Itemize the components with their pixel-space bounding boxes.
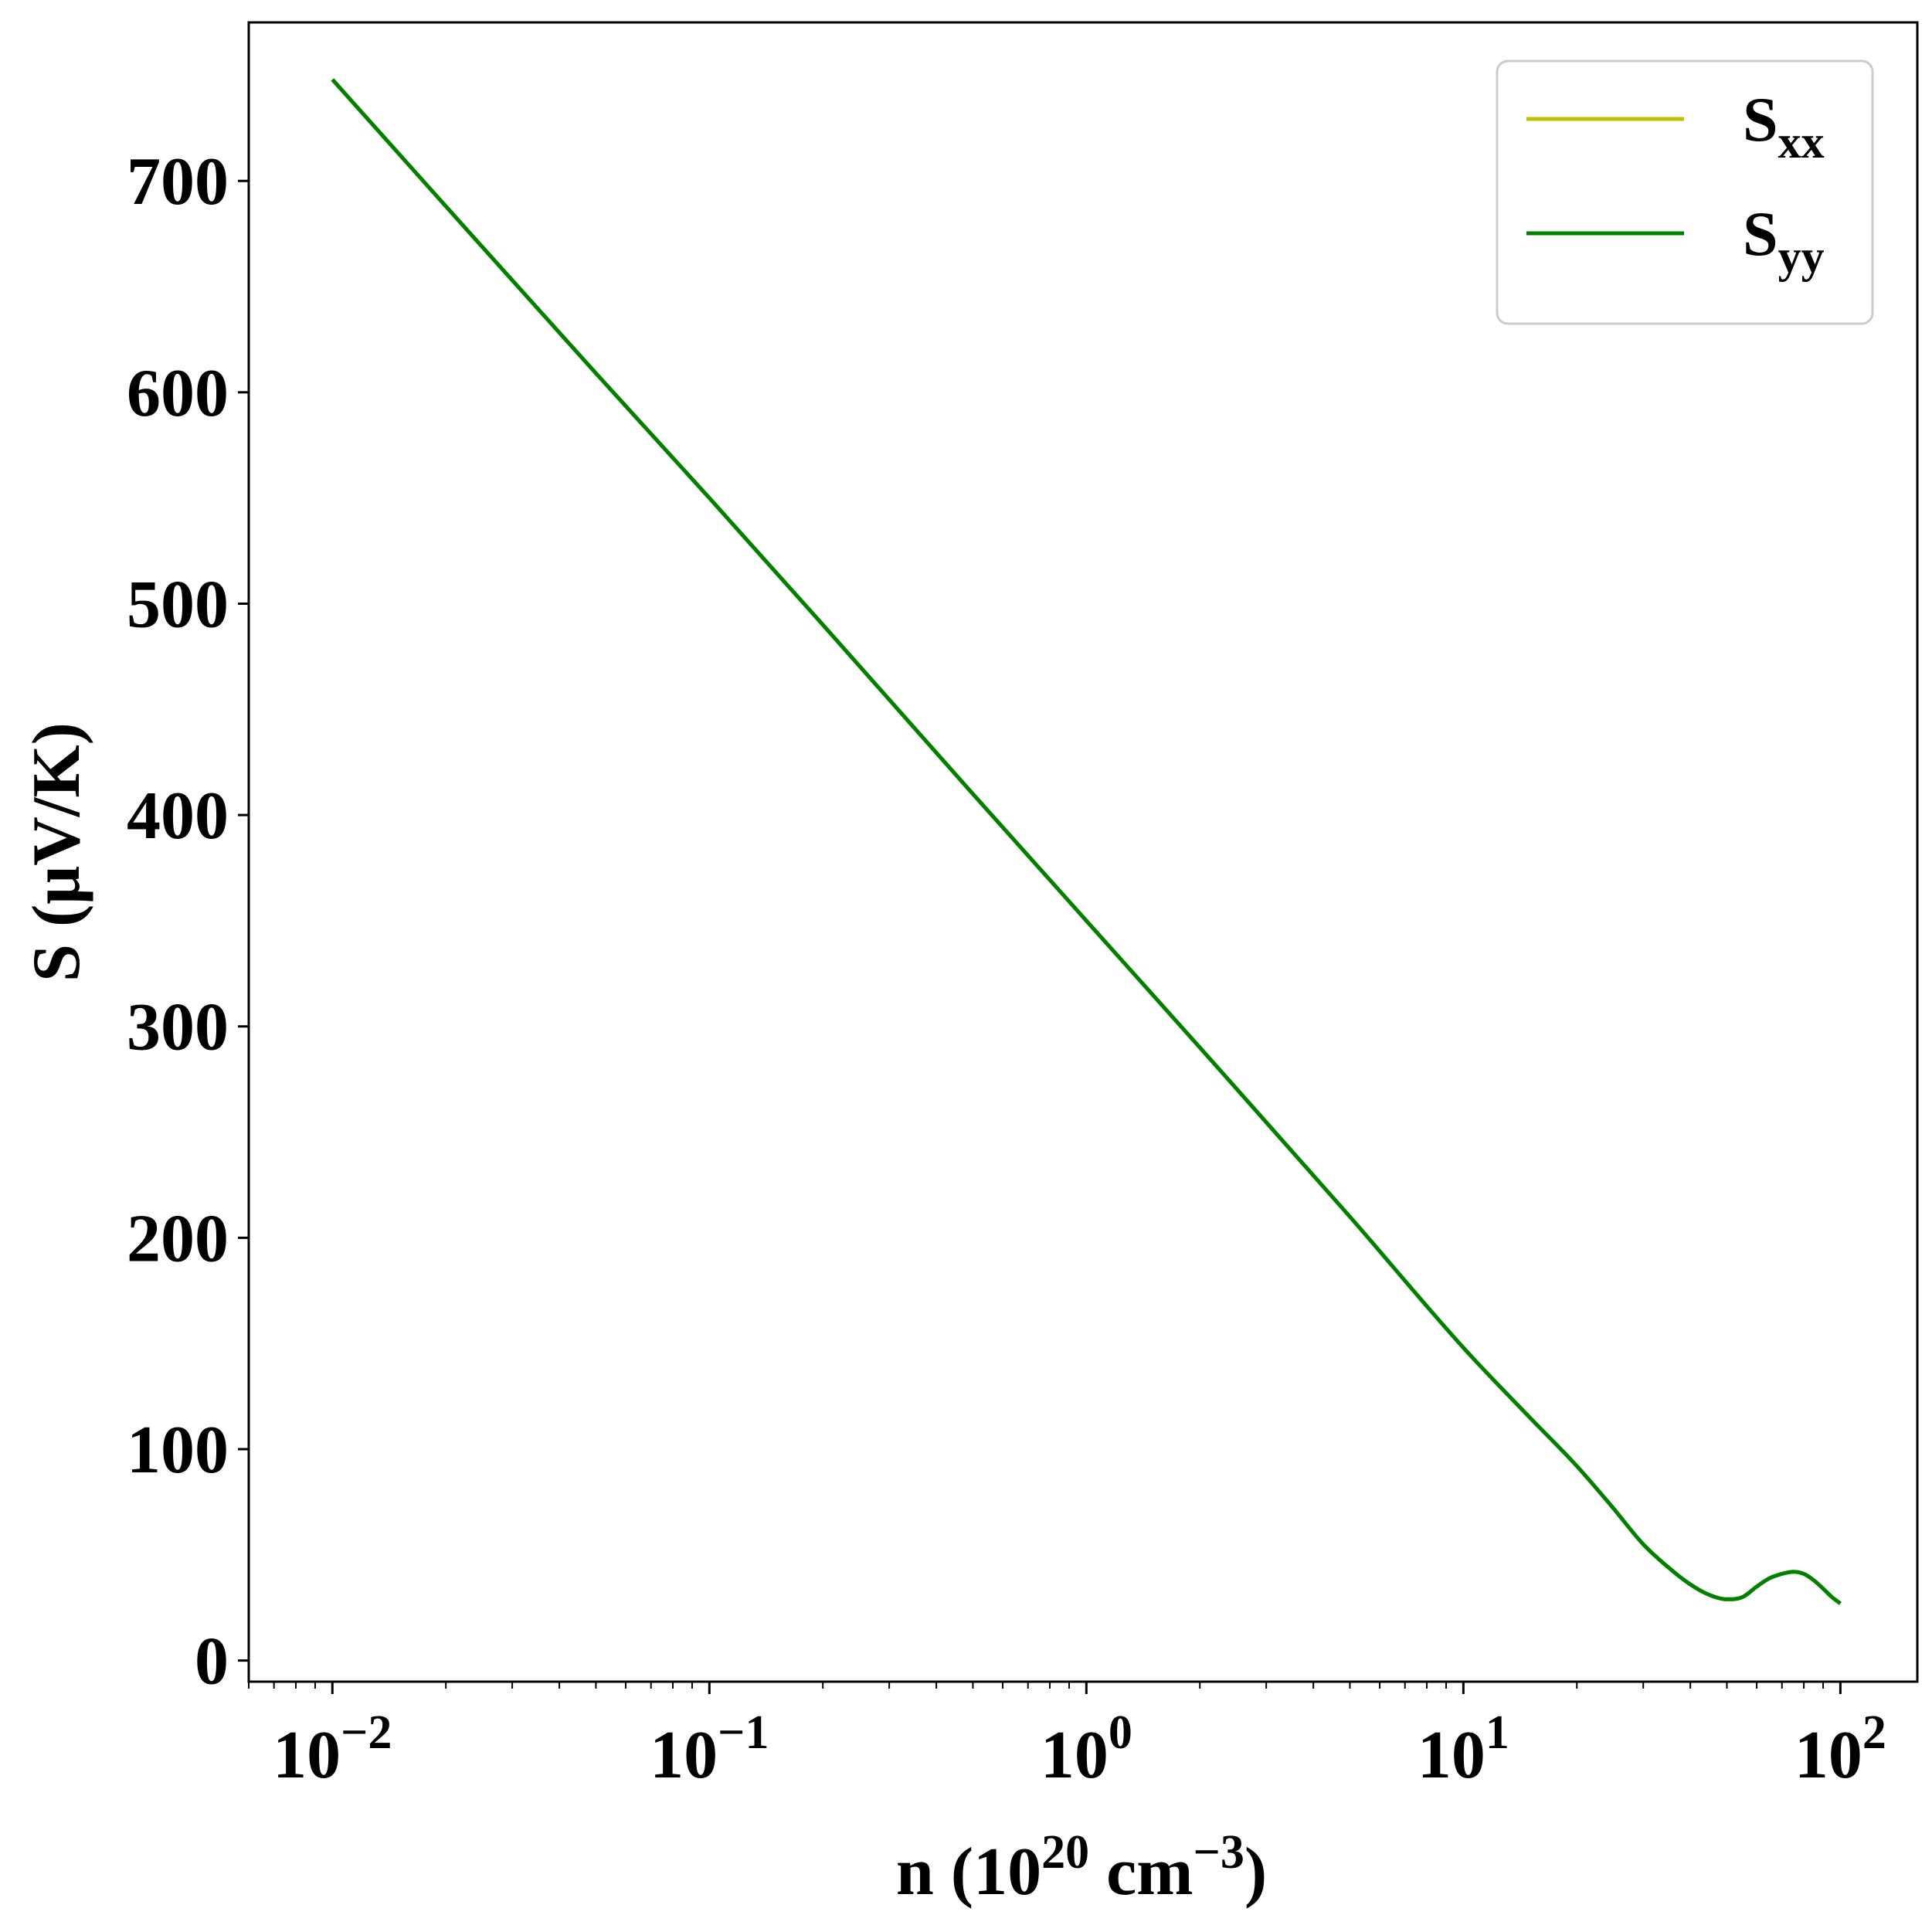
y-tick-label: 500	[127, 567, 229, 642]
y-tick-label: 700	[127, 144, 229, 219]
x-axis: 10−2 10−1 100 101 102	[248, 1682, 1886, 1793]
y-tick-label: 200	[127, 1201, 229, 1276]
legend: Sxx Syy	[1496, 59, 1874, 325]
y-tick-label: 0	[195, 1625, 229, 1699]
legend-box	[1496, 59, 1874, 325]
y-tick-label: 100	[127, 1413, 229, 1488]
y-tick-label: 300	[127, 990, 229, 1065]
x-tick-label: 102	[1794, 1706, 1886, 1793]
y-tick-label: 400	[127, 779, 229, 854]
x-tick-label: 100	[1041, 1706, 1132, 1793]
x-axis-label: n (1020 cm−3)	[896, 1826, 1267, 1910]
x-tick-label: 101	[1418, 1706, 1509, 1793]
plot-lines	[331, 78, 1842, 1605]
series-line-yy	[331, 78, 1842, 1605]
y-axis-label: S (μV/K)	[19, 722, 94, 982]
x-tick-label: 10−1	[650, 1706, 769, 1793]
y-tick-label: 600	[127, 356, 229, 431]
plot-frame	[247, 21, 1919, 1683]
legend-label-sxx: Sxx	[1743, 84, 1825, 168]
legend-label-syy: Syy	[1743, 199, 1825, 282]
y-axis: 0 100 200 300 400 500 600 700	[127, 144, 249, 1699]
x-tick-label: 10−2	[273, 1706, 392, 1793]
